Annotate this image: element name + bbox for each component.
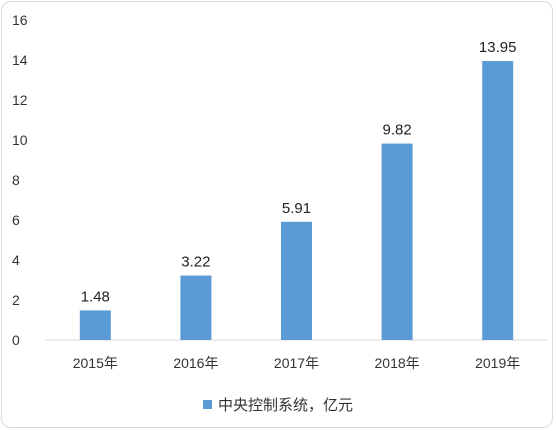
x-axis: 2015年 2016年 2017年 2018年 2019年 xyxy=(45,339,548,371)
legend: 中央控制系统，亿元 xyxy=(0,394,556,415)
y-tick-label: 12 xyxy=(12,92,28,108)
legend-swatch xyxy=(202,400,212,409)
x-tick-label: 2016年 xyxy=(173,355,218,371)
y-tick-label: 2 xyxy=(12,292,20,308)
x-tick-label: 2017年 xyxy=(274,355,319,371)
bar xyxy=(381,143,413,340)
y-tick-label: 8 xyxy=(12,172,20,188)
bar-series: 1.48 3.22 5.91 9.82 13.95 xyxy=(79,39,517,340)
data-label: 5.91 xyxy=(282,200,311,217)
y-tick-label: 14 xyxy=(12,52,28,68)
data-label: 3.22 xyxy=(181,254,210,271)
y-axis: 0 2 4 6 8 10 12 14 16 xyxy=(12,12,28,348)
bar xyxy=(482,61,514,340)
x-tick-label: 2015年 xyxy=(73,355,118,371)
bar xyxy=(180,275,212,340)
y-tick-label: 0 xyxy=(12,332,20,348)
bar xyxy=(281,221,312,340)
x-tick-label: 2018年 xyxy=(375,355,420,371)
data-label: 1.48 xyxy=(81,288,110,305)
y-tick-label: 6 xyxy=(12,212,20,228)
bar xyxy=(79,310,111,340)
data-label: 9.82 xyxy=(382,122,411,139)
x-tick-label: 2019年 xyxy=(475,355,520,371)
data-label: 13.95 xyxy=(479,39,517,56)
y-tick-label: 4 xyxy=(12,252,20,268)
y-tick-label: 10 xyxy=(12,132,28,148)
y-tick-label: 16 xyxy=(12,12,28,28)
legend-label: 中央控制系统，亿元 xyxy=(217,396,353,414)
